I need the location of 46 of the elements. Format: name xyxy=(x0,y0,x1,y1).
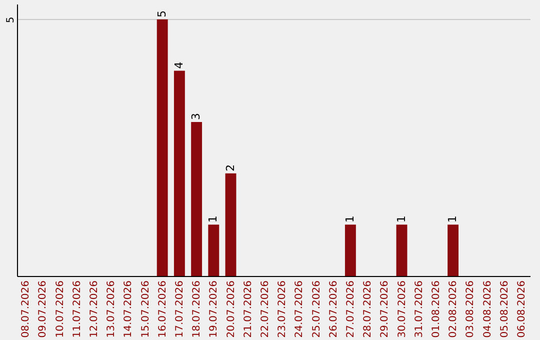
bar xyxy=(396,224,408,276)
data-label: 1 xyxy=(343,216,356,223)
data-label: 5 xyxy=(155,10,168,18)
x-tick-label: 02.08.2026 xyxy=(448,280,460,338)
bar xyxy=(191,122,202,276)
x-tick-label: 24.07.2026 xyxy=(294,280,306,338)
x-tick-label: 26.07.2026 xyxy=(328,280,340,338)
x-tick-label: 04.08.2026 xyxy=(482,280,494,338)
x-tick-label: 29.07.2026 xyxy=(380,280,391,338)
x-tick-label: 01.08.2026 xyxy=(430,280,442,338)
x-tick-label: 13.07.2026 xyxy=(106,280,118,338)
x-tick-label: 12.07.2026 xyxy=(88,280,100,338)
x-tick-label: 18.07.2026 xyxy=(192,280,203,338)
bar xyxy=(448,224,459,276)
data-label: 1 xyxy=(446,216,460,223)
x-tick-label: 15.07.2026 xyxy=(140,280,152,338)
x-tick-label: 21.07.2026 xyxy=(242,280,254,338)
x-tick-label: 28.07.2026 xyxy=(362,280,374,338)
bar xyxy=(156,19,168,276)
x-tick-label: 20.07.2026 xyxy=(226,280,237,338)
x-tick-label: 23.07.2026 xyxy=(277,280,288,338)
x-tick-label: 09.07.2026 xyxy=(38,280,49,338)
data-label: 1 xyxy=(206,216,220,223)
x-tick-label: 30.07.2026 xyxy=(396,280,408,338)
x-tick-label: 27.07.2026 xyxy=(345,280,356,338)
x-tick-label: 17.07.2026 xyxy=(174,280,186,338)
bar xyxy=(208,224,220,276)
data-label: 4 xyxy=(172,62,186,69)
data-label: 2 xyxy=(224,164,237,172)
x-tick-label: 03.08.2026 xyxy=(465,280,476,338)
bar xyxy=(225,173,236,276)
x-tick-label: 14.07.2026 xyxy=(123,280,134,338)
x-tick-label: 05.08.2026 xyxy=(499,280,510,338)
x-tick-label: 19.07.2026 xyxy=(208,280,220,338)
x-tick-label: 08.07.2026 xyxy=(20,280,32,338)
x-tick-label: 06.08.2026 xyxy=(516,280,528,338)
bar xyxy=(174,70,185,276)
bar xyxy=(344,224,356,276)
x-tick-label: 11.07.2026 xyxy=(72,280,83,338)
x-tick-label: 25.07.2026 xyxy=(311,280,322,338)
x-tick-label: 22.07.2026 xyxy=(260,280,271,338)
x-tick-label: 10.07.2026 xyxy=(54,280,66,338)
data-label: 1 xyxy=(394,216,408,223)
x-tick-label: 16.07.2026 xyxy=(157,280,168,338)
data-label: 3 xyxy=(190,113,203,120)
x-tick-label: 31.07.2026 xyxy=(414,280,425,338)
